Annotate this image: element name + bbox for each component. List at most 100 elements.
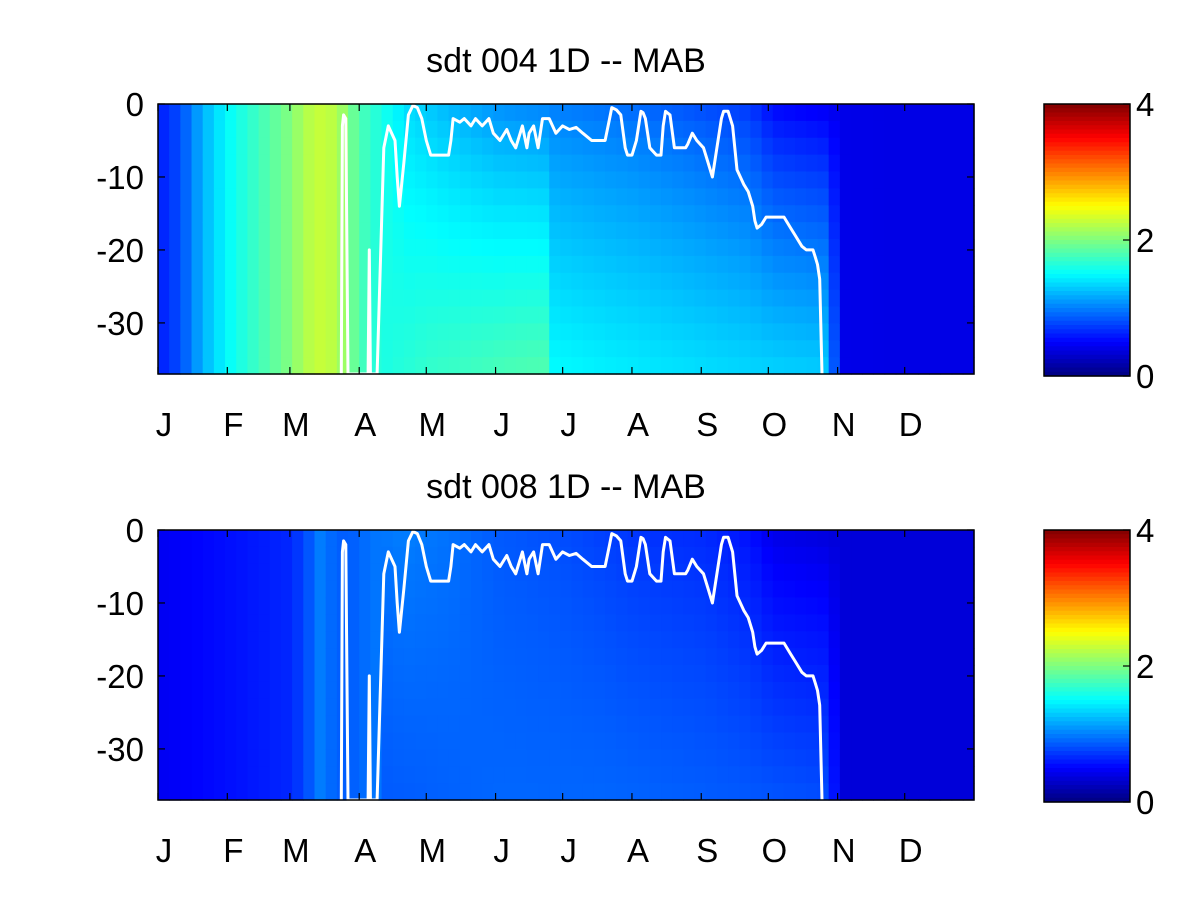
heatmap-cell <box>605 715 617 734</box>
heatmap-cell <box>470 530 483 548</box>
heatmap-cell <box>269 766 282 784</box>
heatmap-cell <box>392 546 405 565</box>
heatmap-cell <box>694 154 707 173</box>
heatmap-cell <box>739 120 752 139</box>
heatmap-cell <box>616 614 629 632</box>
heatmap-cell <box>225 171 237 189</box>
heatmap-cell <box>739 546 752 565</box>
heatmap-cell <box>951 698 964 717</box>
heatmap-cell <box>582 546 595 565</box>
heatmap-cell <box>783 715 796 734</box>
heatmap-cell <box>560 749 573 767</box>
heatmap-cell <box>895 563 908 582</box>
heatmap-cell <box>716 120 729 139</box>
heatmap-cell <box>280 732 293 750</box>
heatmap-cell <box>616 766 629 784</box>
colorbar-segment <box>1044 708 1130 714</box>
heatmap-cell <box>739 306 752 324</box>
heatmap-cell <box>180 120 193 139</box>
heatmap-cell <box>761 614 774 632</box>
heatmap-cell <box>739 698 752 717</box>
heatmap-cell <box>549 698 562 717</box>
colorbar-segment <box>1044 167 1130 173</box>
heatmap-cell <box>884 357 897 375</box>
heatmap-cell <box>381 255 394 274</box>
heatmap-cell <box>918 171 930 189</box>
heatmap-cell <box>191 340 204 358</box>
heatmap-cell <box>940 614 953 632</box>
heatmap-cell <box>728 648 740 666</box>
heatmap-cell <box>269 340 282 358</box>
heatmap-cell <box>437 749 450 767</box>
heatmap-cell <box>158 171 170 189</box>
heatmap-cell <box>515 681 528 700</box>
heatmap-cell <box>616 340 629 358</box>
heatmap-cell <box>716 546 729 565</box>
heatmap-cell <box>448 154 461 173</box>
heatmap-cell <box>325 698 338 717</box>
heatmap-cell <box>202 546 215 565</box>
heatmap-cell <box>661 306 673 324</box>
heatmap-cell <box>906 681 919 700</box>
heatmap-cell <box>962 205 975 223</box>
heatmap-cell <box>348 698 360 717</box>
heatmap-cell <box>929 137 942 156</box>
colorbar-segment <box>1044 610 1130 616</box>
heatmap-cell <box>616 171 629 189</box>
heatmap-cell <box>839 272 852 291</box>
heatmap-cell <box>638 289 651 308</box>
heatmap-cell <box>828 188 841 206</box>
heatmap-cell <box>839 120 852 139</box>
heatmap-cell <box>940 783 953 801</box>
heatmap-cell <box>180 732 193 750</box>
heatmap-cell <box>683 340 696 358</box>
heatmap-cell <box>459 681 472 700</box>
heatmap-cell <box>292 104 304 122</box>
heatmap-cell <box>839 732 852 750</box>
heatmap-cell <box>593 766 606 784</box>
heatmap-cell <box>437 239 450 257</box>
heatmap-cell <box>526 357 539 375</box>
heatmap-cell <box>437 648 450 666</box>
heatmap-cell <box>325 104 338 122</box>
heatmap-cell <box>515 783 528 801</box>
heatmap-cell <box>515 530 528 548</box>
heatmap-cell <box>817 272 830 291</box>
heatmap-cell <box>728 665 740 683</box>
heatmap-cell <box>158 255 170 274</box>
heatmap-cell <box>437 597 450 615</box>
heatmap-cell <box>359 120 371 139</box>
heatmap-cell <box>370 255 383 274</box>
heatmap-cell <box>560 323 573 341</box>
heatmap-cell <box>280 783 293 801</box>
heatmap-cell <box>359 546 371 565</box>
heatmap-cell <box>470 580 483 599</box>
heatmap-cell <box>538 340 550 358</box>
heatmap-cell <box>672 171 684 189</box>
heatmap-cell <box>828 205 841 223</box>
heatmap-cell <box>683 665 696 683</box>
heatmap-cell <box>828 120 841 139</box>
heatmap-cell <box>661 272 673 291</box>
heatmap-cell <box>761 323 774 341</box>
heatmap-cell <box>672 648 684 666</box>
heatmap-cell <box>605 289 617 308</box>
heatmap-cell <box>571 681 584 700</box>
heatmap-cell <box>795 698 807 717</box>
heatmap-cell <box>470 154 483 173</box>
heatmap-cell <box>213 104 226 122</box>
colorbar-segment <box>1044 780 1130 786</box>
colorbar-segment <box>1044 278 1130 284</box>
heatmap-cell <box>571 272 584 291</box>
heatmap-cell <box>839 340 852 358</box>
heatmap-cell <box>705 681 718 700</box>
heatmap-cell <box>851 323 863 341</box>
heatmap-cell <box>526 323 539 341</box>
heatmap-cell <box>616 749 629 767</box>
heatmap-cell <box>705 154 718 173</box>
colorbar-segment <box>1044 133 1130 139</box>
heatmap-cell <box>303 104 316 122</box>
heatmap-cell <box>269 681 282 700</box>
colorbar-segment <box>1044 218 1130 224</box>
